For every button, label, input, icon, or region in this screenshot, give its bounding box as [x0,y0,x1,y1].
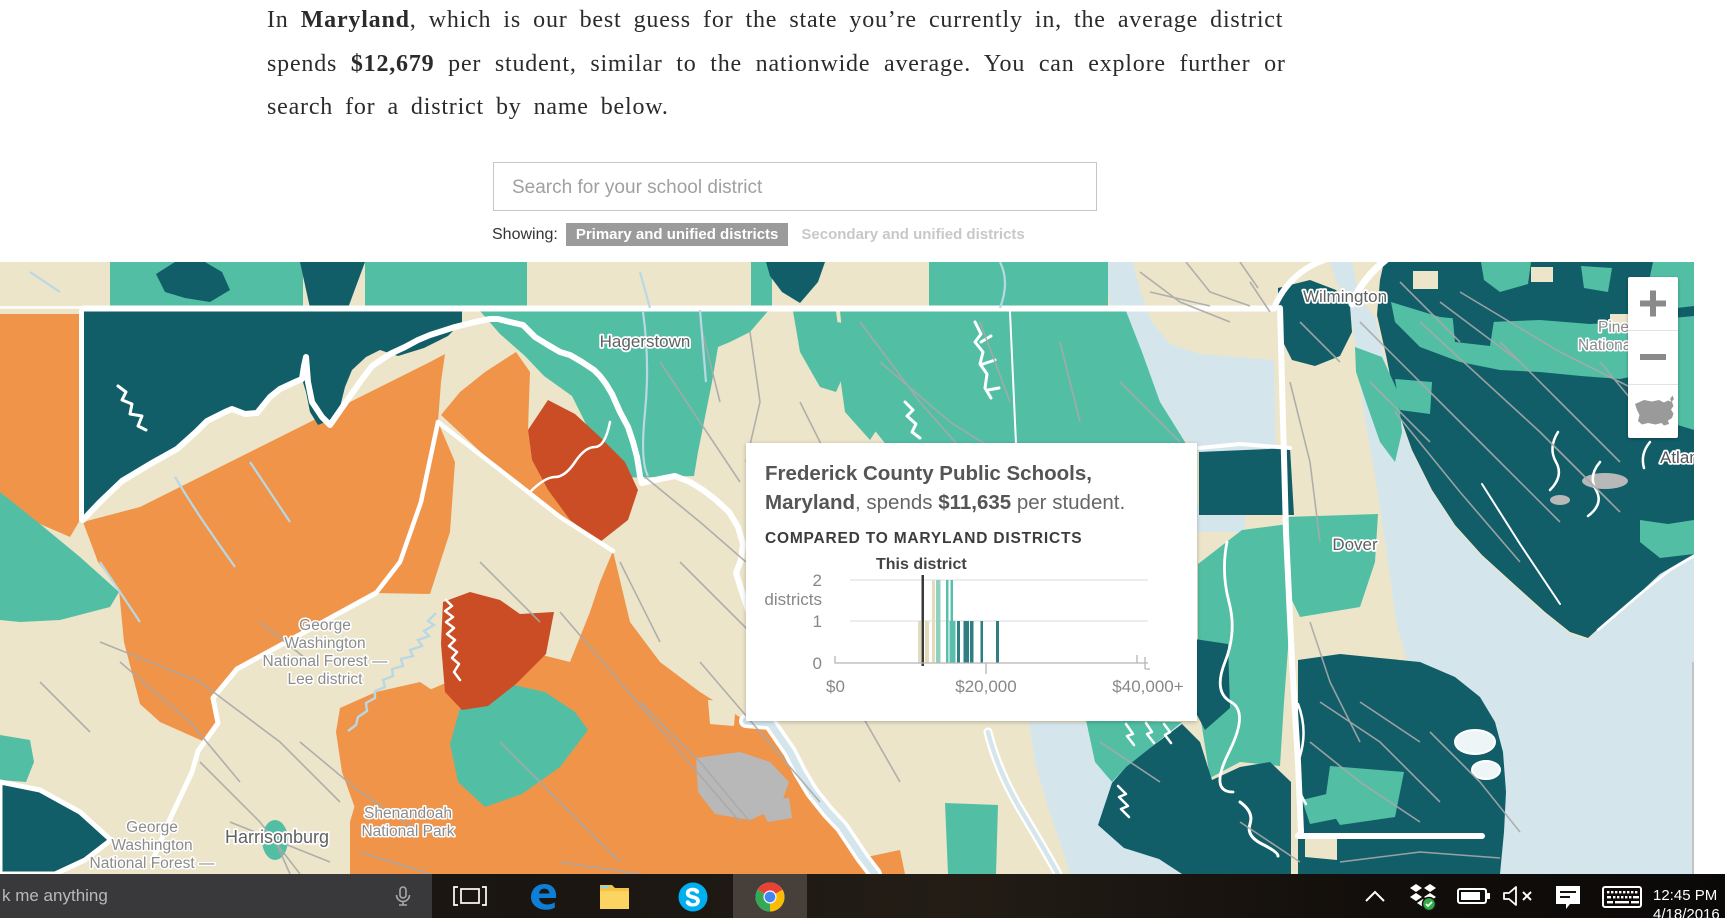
svg-text:National Forest —: National Forest — [263,653,388,670]
svg-text:Atlantic: Atlantic [1660,448,1694,467]
svg-text:$40,000+: $40,000+ [1112,677,1183,696]
svg-text:Washington: Washington [111,837,192,854]
svg-text:Shenandoah: Shenandoah [364,805,452,822]
svg-text:Lee district: Lee district [288,671,364,688]
svg-text:0: 0 [813,654,822,673]
svg-text:Wilmington: Wilmington [1303,287,1387,306]
svg-text:National Forest —: National Forest — [90,855,215,872]
svg-text:$0: $0 [826,677,845,696]
svg-text:This district: This district [876,556,967,573]
svg-text:1: 1 [813,612,822,631]
svg-text:National Park: National Park [361,823,454,840]
svg-text:Hagerstown: Hagerstown [600,332,691,351]
svg-text:districts: districts [764,590,822,609]
svg-text:2: 2 [813,571,822,590]
svg-text:Washington: Washington [284,635,365,652]
svg-text:George: George [126,819,178,836]
svg-text:Dover: Dover [1332,535,1378,554]
svg-text:$20,000: $20,000 [955,677,1016,696]
svg-text:Harrisonburg: Harrisonburg [225,827,329,847]
svg-text:George: George [299,617,351,634]
